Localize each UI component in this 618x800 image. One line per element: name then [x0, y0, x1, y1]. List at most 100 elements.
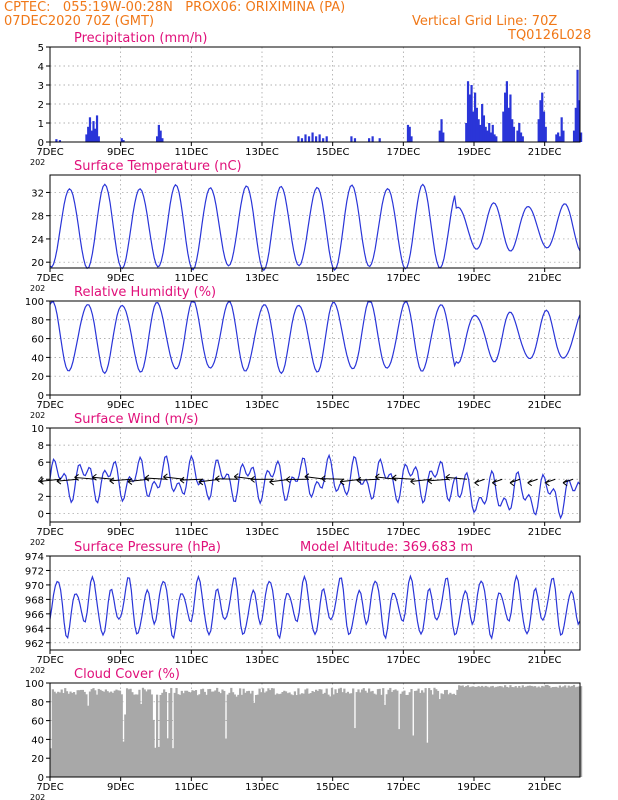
- x-tick-label: 7DEC: [36, 273, 63, 284]
- y-tick-label: 0: [38, 391, 44, 402]
- precip-bar: [468, 94, 471, 142]
- cloud-bar: [221, 689, 224, 777]
- precip-bar: [304, 134, 307, 142]
- cloud-bar: [320, 689, 323, 777]
- wind-arrow: [410, 478, 432, 482]
- precip-bar: [92, 121, 95, 142]
- cloud-bar: [428, 688, 431, 777]
- cloud-bar: [97, 688, 100, 777]
- cloud-bar: [122, 741, 125, 777]
- cloud-bar: [246, 691, 249, 777]
- cloud-bar: [405, 694, 408, 777]
- cloud-bar: [562, 686, 565, 777]
- wind-arrow: [392, 477, 414, 480]
- cloud-bar: [154, 747, 157, 777]
- precip-bar: [558, 136, 561, 142]
- header-grid-line: Vertical Grid Line: 70Z: [412, 14, 558, 29]
- x-corner-label: 202: [30, 666, 45, 675]
- cloud-bar: [528, 685, 531, 777]
- y-tick-label: 6: [38, 458, 44, 469]
- y-tick-label: 3: [38, 81, 44, 92]
- cloud-bar: [90, 689, 93, 777]
- x-tick-label: 13DEC: [245, 655, 279, 666]
- cloud-bar: [422, 692, 425, 777]
- cloud-bar: [569, 686, 572, 777]
- cloud-bar: [438, 699, 441, 777]
- cloud-bar: [376, 689, 380, 777]
- cloud-bar: [242, 688, 245, 777]
- precip-bar: [481, 104, 484, 142]
- wind-arrow: [215, 478, 238, 480]
- cloud-bar: [129, 688, 132, 777]
- cloud-bar: [544, 685, 547, 777]
- cloud-bar: [311, 691, 314, 777]
- cloud-bar: [417, 688, 420, 777]
- cloud-bar: [228, 692, 231, 777]
- cloud-bar: [355, 692, 358, 777]
- cloud-bar: [247, 690, 251, 777]
- precip-bar: [576, 69, 579, 142]
- cloud-bar: [537, 686, 540, 777]
- wind-arrow: [509, 478, 521, 484]
- cloud-bar: [140, 704, 143, 777]
- cloud-bar: [523, 687, 526, 777]
- cloud-bar: [80, 689, 83, 777]
- cloud-bar: [53, 691, 56, 777]
- cloud-bar: [564, 685, 567, 777]
- precip-bar: [555, 134, 558, 142]
- cloud-bar: [459, 685, 463, 777]
- cloud-bar: [57, 691, 60, 777]
- precip-bar: [368, 138, 371, 142]
- cloud-bar: [189, 692, 192, 777]
- header-station: CPTEC: 055:19W-00:28N PROX06: ORIXIMINA …: [4, 0, 346, 15]
- cloud-bar: [449, 692, 452, 777]
- cloud-bar: [92, 688, 95, 777]
- cloud-bar: [421, 690, 424, 777]
- cloud-bar: [380, 694, 383, 777]
- cloud-bar: [521, 685, 524, 777]
- x-tick-label: 7DEC: [36, 147, 63, 158]
- cloud-bar: [200, 689, 203, 777]
- cloud-bar: [504, 685, 507, 777]
- cloud-bar: [138, 689, 141, 777]
- cloud-bar: [535, 687, 539, 777]
- precip-bar: [465, 123, 468, 142]
- x-corner-label: 202: [30, 411, 45, 420]
- cloud-bar: [364, 690, 367, 777]
- wind-arrowhead: [304, 473, 310, 481]
- cloud-bar: [415, 690, 418, 777]
- cloud-bar: [161, 692, 164, 777]
- cloud-bar: [330, 687, 334, 777]
- cloud-bar: [553, 686, 556, 777]
- cloud-bar: [65, 691, 69, 777]
- cloud-bar: [283, 690, 286, 777]
- cloud-bar: [207, 689, 210, 777]
- cloud-bar: [456, 689, 459, 777]
- cloud-bar: [94, 690, 97, 777]
- y-tick-label: 1: [38, 119, 44, 130]
- cloud-bar: [270, 688, 274, 777]
- cloud-bar: [382, 688, 385, 777]
- cloud-bar: [251, 690, 254, 777]
- x-tick-label: 21DEC: [528, 273, 562, 284]
- precip-bar: [560, 117, 563, 142]
- cloud-bar: [383, 704, 387, 777]
- y-tick-label: 0: [38, 773, 44, 784]
- cloud-bar: [209, 688, 212, 777]
- cloud-bar: [369, 691, 372, 777]
- precip-bar: [87, 126, 90, 142]
- cloud-bar: [390, 691, 394, 777]
- cloud-bar: [507, 687, 510, 777]
- cloud-bar: [103, 691, 106, 777]
- wind-arrowhead: [92, 473, 97, 481]
- precip-bar: [486, 130, 489, 142]
- y-tick-label: 20: [31, 372, 44, 383]
- cloud-bar: [495, 686, 498, 777]
- cloud-bar: [502, 687, 505, 777]
- x-tick-label: 7DEC: [36, 655, 63, 666]
- x-tick-label: 7DEC: [36, 527, 63, 538]
- cloud-bar: [226, 694, 229, 777]
- cloud-bar: [173, 692, 176, 777]
- wind-arrowhead: [127, 478, 133, 485]
- cloud-bar: [81, 689, 84, 777]
